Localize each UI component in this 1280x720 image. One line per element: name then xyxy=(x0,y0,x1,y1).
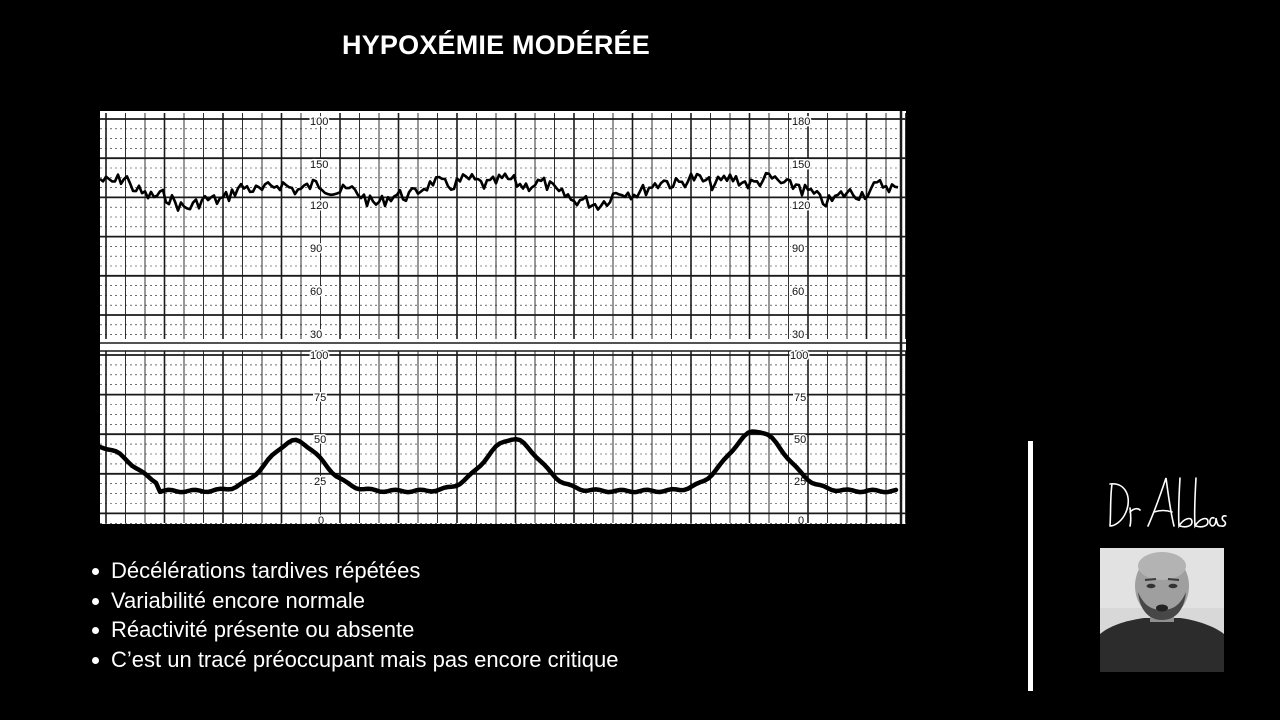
presenter-signature xyxy=(1109,477,1227,529)
bullet-item: Variabilité encore normale xyxy=(88,586,618,616)
uc-label-left: 0 xyxy=(318,515,324,524)
uc-label-right: 0 xyxy=(798,515,804,524)
uc-label-left: 75 xyxy=(314,392,326,404)
fetal-heart-rate-trace xyxy=(100,171,899,212)
slide-title: HYPOXÉMIE MODÉRÉE xyxy=(342,30,650,60)
uterine-contraction-trace xyxy=(100,429,899,495)
fhr-label-right: 120 xyxy=(792,200,810,212)
bullet-item: Décélérations tardives répétées xyxy=(88,556,618,586)
presenter-photo xyxy=(1100,548,1224,672)
fhr-label-left: 60 xyxy=(310,286,322,298)
ctg-chart: 100 150 120 90 60 30 180 150 120 90 60 3… xyxy=(100,111,906,524)
ctg-scale-labels: 100 150 120 90 60 30 180 150 120 90 60 3… xyxy=(309,115,812,525)
fhr-label-left: 90 xyxy=(310,243,322,255)
fhr-label-left: 150 xyxy=(310,159,328,171)
fhr-label-right: 90 xyxy=(792,243,804,255)
fhr-label-left: 100 xyxy=(310,116,328,128)
bullet-item: C’est un tracé préoccupant mais pas enco… xyxy=(88,645,618,675)
ctg-grid xyxy=(100,111,906,524)
fhr-label-left: 120 xyxy=(310,200,328,212)
key-points-list: Décélérations tardives répétées Variabil… xyxy=(88,556,618,674)
vertical-divider xyxy=(1028,441,1033,691)
fhr-label-right: 60 xyxy=(792,286,804,298)
presenter-webcam xyxy=(1100,548,1224,672)
ctg-tracing: 100 150 120 90 60 30 180 150 120 90 60 3… xyxy=(100,111,906,524)
fhr-label-right: 30 xyxy=(792,329,804,341)
fhr-label-left: 30 xyxy=(310,329,322,341)
fhr-label-right: 150 xyxy=(792,159,810,171)
uc-label-right: 100 xyxy=(790,350,808,362)
uc-label-left: 25 xyxy=(314,476,326,488)
bullet-item: Réactivité présente ou absente xyxy=(88,615,618,645)
uc-label-left: 50 xyxy=(314,434,326,446)
uc-label-right: 75 xyxy=(794,392,806,404)
uc-label-right: 50 xyxy=(794,434,806,446)
uc-label-left: 100 xyxy=(310,350,328,362)
fhr-label-right: 180 xyxy=(792,116,810,128)
